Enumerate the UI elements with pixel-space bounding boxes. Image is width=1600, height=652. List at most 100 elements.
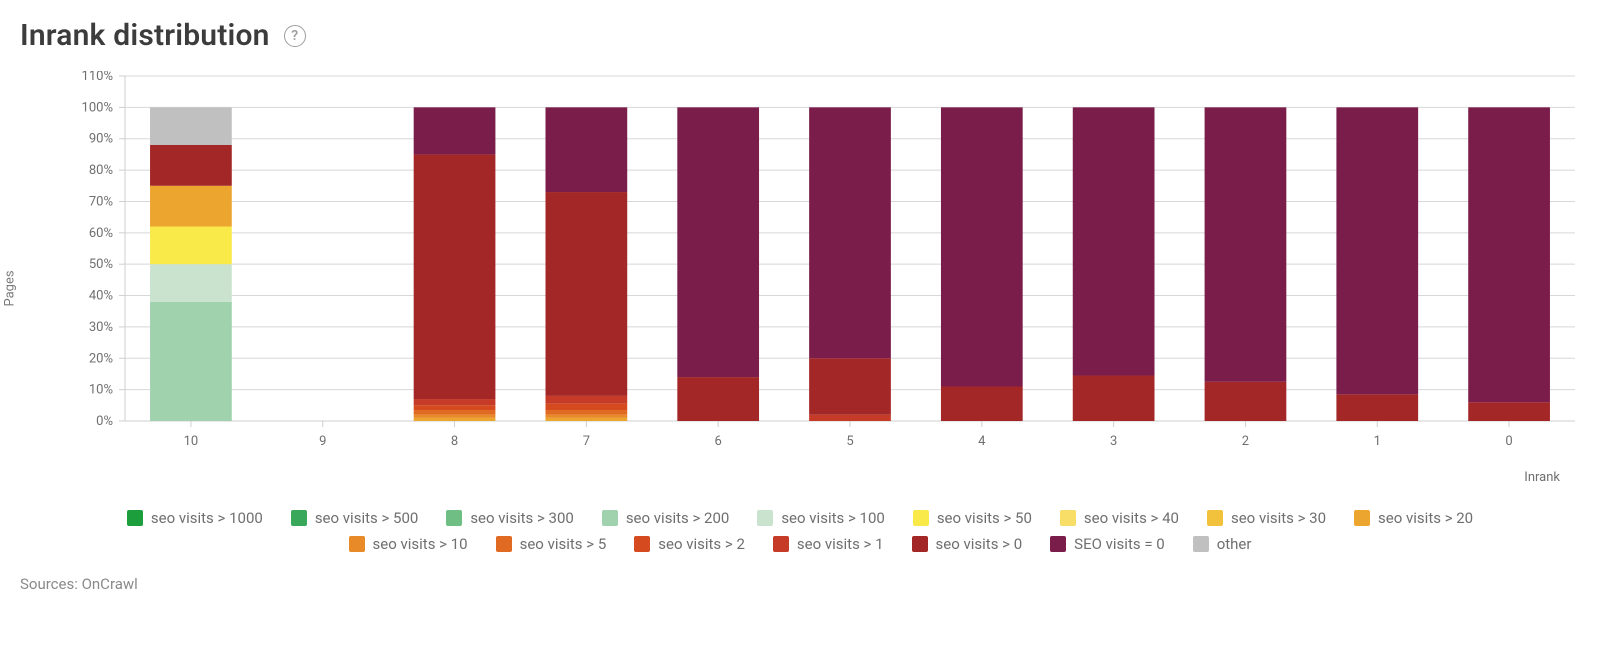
bar-segment[interactable] (150, 302, 232, 421)
legend-swatch (1050, 536, 1066, 552)
legend-label: seo visits > 200 (626, 509, 730, 527)
bar-segment[interactable] (150, 264, 232, 302)
svg-text:50%: 50% (89, 257, 113, 272)
legend-label: seo visits > 1 (797, 535, 884, 553)
bar-segment[interactable] (809, 415, 891, 421)
legend-item[interactable]: seo visits > 10 (349, 535, 468, 553)
svg-text:9: 9 (319, 434, 326, 449)
chart-container: Pages 0%10%20%30%40%50%60%70%80%90%100%1… (20, 71, 1580, 491)
legend-swatch (1193, 536, 1209, 552)
legend-item[interactable]: seo visits > 500 (291, 509, 419, 527)
bar-segment[interactable] (677, 377, 759, 421)
legend-item[interactable]: SEO visits = 0 (1050, 535, 1165, 553)
legend-swatch (127, 510, 143, 526)
svg-text:70%: 70% (89, 194, 113, 209)
bar-segment[interactable] (941, 107, 1023, 386)
inrank-distribution-chart: 0% 10% 20% 30% 40% 50% 60% 70% 80% 90% 100% 110% 1 0 9… (20, 71, 1580, 491)
legend-swatch (1354, 510, 1370, 526)
legend-item[interactable]: seo visits > 300 (446, 509, 574, 527)
bar-segment[interactable] (150, 145, 232, 186)
legend-swatch (1207, 510, 1223, 526)
legend-label: seo visits > 30 (1231, 509, 1326, 527)
bar-segment[interactable] (546, 415, 628, 418)
legend-item[interactable]: seo visits > 1 (773, 535, 884, 553)
svg-text:1: 1 (1374, 434, 1381, 449)
svg-text:80%: 80% (89, 163, 113, 178)
bar-segment[interactable] (150, 107, 232, 145)
bar-segment[interactable] (546, 418, 628, 421)
svg-text:0: 0 (1505, 434, 1512, 449)
svg-text:90%: 90% (89, 132, 113, 147)
legend-item[interactable]: seo visits > 50 (913, 509, 1032, 527)
legend-item[interactable]: seo visits > 40 (1060, 509, 1179, 527)
bar-segment[interactable] (414, 399, 496, 405)
help-icon[interactable]: ? (284, 25, 306, 47)
legend-label: seo visits > 300 (470, 509, 574, 527)
legend-item[interactable]: seo visits > 100 (757, 509, 885, 527)
bar-segment[interactable] (414, 107, 496, 154)
sources-label: Sources: OnCrawl (20, 575, 1580, 593)
legend-swatch (496, 536, 512, 552)
bar-segment[interactable] (1336, 107, 1418, 394)
bar-segment[interactable] (546, 107, 628, 192)
title-row: Inrank distribution ? (20, 18, 1580, 53)
bar-segment[interactable] (546, 396, 628, 404)
legend-item[interactable]: seo visits > 30 (1207, 509, 1326, 527)
bar-segment[interactable] (414, 405, 496, 410)
legend-label: seo visits > 0 (936, 535, 1023, 553)
legend-label: seo visits > 40 (1084, 509, 1179, 527)
legend-item[interactable]: seo visits > 0 (912, 535, 1023, 553)
legend-label: seo visits > 500 (315, 509, 419, 527)
bar-segment[interactable] (1468, 402, 1550, 421)
page-title: Inrank distribution (20, 18, 270, 53)
bar-segment[interactable] (1336, 394, 1418, 421)
legend-item[interactable]: other (1193, 535, 1252, 553)
bar-segment[interactable] (1468, 107, 1550, 402)
legend-label: other (1217, 535, 1252, 553)
svg-text:5: 5 (846, 434, 853, 449)
legend-swatch (913, 510, 929, 526)
bar-segment[interactable] (809, 358, 891, 414)
bar-segment[interactable] (414, 415, 496, 418)
legend-label: seo visits > 10 (373, 535, 468, 553)
legend-label: seo visits > 5 (520, 535, 607, 553)
bar-segment[interactable] (1205, 107, 1287, 381)
legend-item[interactable]: seo visits > 1000 (127, 509, 263, 527)
svg-text:10%: 10% (89, 383, 113, 398)
legend-swatch (349, 536, 365, 552)
svg-text:3: 3 (1110, 434, 1117, 449)
svg-text:8: 8 (451, 434, 458, 449)
svg-text:60%: 60% (89, 226, 113, 241)
bar-segment[interactable] (150, 186, 232, 227)
svg-text:40%: 40% (89, 289, 113, 304)
bar-segment[interactable] (546, 192, 628, 396)
legend-item[interactable]: seo visits > 2 (634, 535, 745, 553)
legend-label: SEO visits = 0 (1074, 535, 1165, 553)
legend-swatch (912, 536, 928, 552)
bar-segment[interactable] (1073, 107, 1155, 375)
bar-segment[interactable] (809, 107, 891, 358)
bar-segment[interactable] (546, 404, 628, 410)
bar-segment[interactable] (414, 410, 496, 415)
bar-segment[interactable] (546, 410, 628, 415)
bar-segment[interactable] (941, 387, 1023, 422)
legend-item[interactable]: seo visits > 20 (1354, 509, 1473, 527)
svg-text:110%: 110% (82, 71, 113, 84)
legend-swatch (602, 510, 618, 526)
legend-item[interactable]: seo visits > 200 (602, 509, 730, 527)
bar-segment[interactable] (414, 154, 496, 399)
svg-text:30%: 30% (89, 320, 113, 335)
bar-segment[interactable] (1205, 382, 1287, 421)
legend-label: seo visits > 20 (1378, 509, 1473, 527)
svg-text:20%: 20% (89, 351, 113, 366)
bar-segment[interactable] (677, 107, 759, 377)
legend-label: seo visits > 2 (658, 535, 745, 553)
bar-segment[interactable] (150, 227, 232, 265)
legend-swatch (634, 536, 650, 552)
bar-segment[interactable] (414, 418, 496, 421)
svg-text:100%: 100% (82, 100, 113, 115)
svg-text:2: 2 (1242, 434, 1249, 449)
svg-text:0%: 0% (96, 414, 113, 429)
legend-item[interactable]: seo visits > 5 (496, 535, 607, 553)
bar-segment[interactable] (1073, 376, 1155, 421)
